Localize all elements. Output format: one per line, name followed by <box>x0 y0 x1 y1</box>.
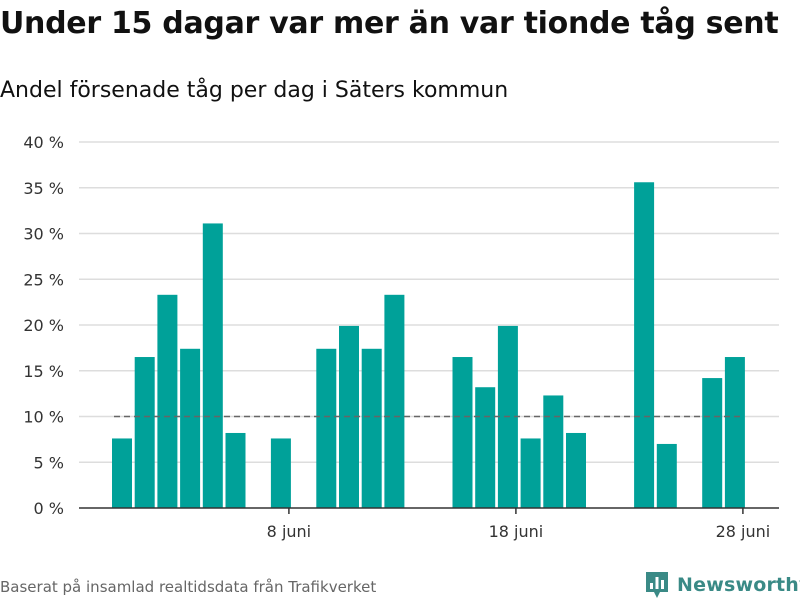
bar <box>361 348 382 508</box>
bar <box>316 348 337 508</box>
x-tick-label: 28 juni <box>716 522 771 541</box>
bars <box>112 182 745 508</box>
y-tick-label: 25 % <box>23 270 64 289</box>
y-tick-label: 30 % <box>23 225 64 244</box>
x-tick-label: 8 juni <box>267 522 311 541</box>
bar <box>656 443 677 508</box>
bar <box>452 357 473 508</box>
bar <box>180 348 201 508</box>
bar <box>270 438 291 508</box>
y-tick-label: 15 % <box>23 362 64 381</box>
y-tick-label: 0 % <box>34 499 64 518</box>
y-tick-label: 20 % <box>23 316 64 335</box>
source-note: Baserat på insamlad realtidsdata från Tr… <box>0 578 377 596</box>
y-tick-label: 10 % <box>23 408 64 427</box>
bar <box>112 438 132 508</box>
bar <box>475 387 496 508</box>
chart-title: Under 15 dagar var mer än var tionde tåg… <box>0 6 779 41</box>
bar <box>634 182 655 508</box>
brand-name: Newsworthy <box>677 574 800 596</box>
bar <box>134 357 155 508</box>
newsworthy-logo[interactable]: Newsworthy <box>645 569 800 601</box>
bar <box>225 432 246 508</box>
bar <box>157 294 178 508</box>
bar <box>384 294 405 508</box>
bar <box>702 378 723 508</box>
bar <box>202 223 223 508</box>
bar <box>566 432 586 508</box>
bar <box>543 395 564 508</box>
gridlines <box>79 141 779 463</box>
bar <box>724 357 745 508</box>
bar <box>520 438 541 508</box>
y-tick-label: 5 % <box>34 453 64 472</box>
y-tick-label: 35 % <box>23 179 64 198</box>
y-axis-ticks: 0 % 5 % 10 % 15 % 20 % 25 % 30 % 35 % 40 % <box>23 133 64 518</box>
chart-subtitle: Andel försenade tåg per dag i Säters kom… <box>0 78 509 103</box>
y-tick-label: 40 % <box>23 133 64 152</box>
bar-chart: 0 % 5 % 10 % 15 % 20 % 25 % 30 % 35 % 40 % 8 jun… <box>23 133 779 541</box>
x-axis: 8 juni 18 juni 28 juni <box>79 507 779 541</box>
x-tick-label: 18 juni <box>489 522 544 541</box>
newsworthy-logo-icon <box>646 572 668 598</box>
